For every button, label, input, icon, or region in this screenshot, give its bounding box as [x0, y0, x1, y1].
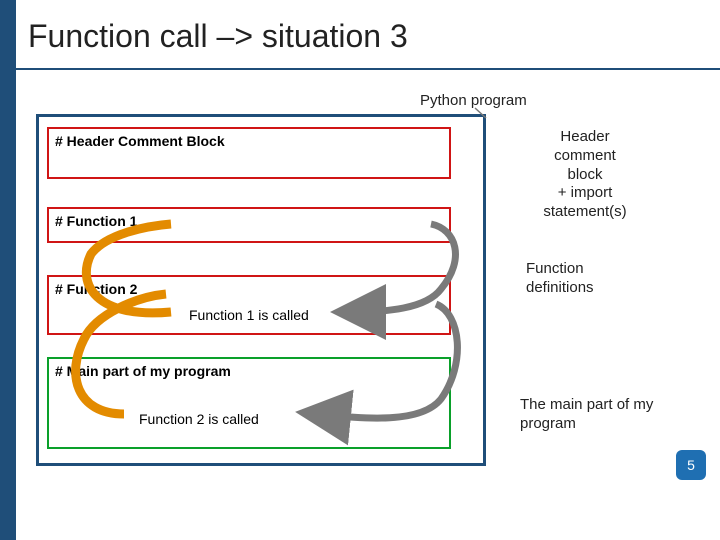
- annotation-main: The main part of myprogram: [520, 396, 690, 434]
- header-comment-block: # Header Comment Block: [47, 127, 451, 179]
- title-underline: [0, 68, 720, 70]
- annotation-header: Headercommentblock+ importstatement(s): [520, 128, 650, 222]
- function-2-label: # Function 2: [55, 281, 137, 297]
- function-1-label: # Function 1: [55, 213, 137, 229]
- function-1-block: # Function 1: [47, 207, 451, 243]
- page-number: 5: [687, 457, 695, 473]
- function-2-called-text: Function 2 is called: [139, 411, 259, 427]
- annotation-func-defs: Functiondefinitions: [526, 260, 666, 298]
- header-comment-label: # Header Comment Block: [55, 133, 225, 149]
- page-number-badge: 5: [676, 450, 706, 480]
- python-program-label: Python program: [420, 92, 527, 109]
- main-label: # Main part of my program: [55, 363, 231, 379]
- slide-title: Function call –> situation 3: [28, 18, 408, 55]
- function-1-called-text: Function 1 is called: [189, 307, 309, 323]
- main-block: # Main part of my program Function 2 is …: [47, 357, 451, 449]
- left-accent-bar: [0, 0, 16, 540]
- function-2-block: # Function 2 Function 1 is called: [47, 275, 451, 335]
- program-container: # Header Comment Block # Function 1 # Fu…: [36, 114, 486, 466]
